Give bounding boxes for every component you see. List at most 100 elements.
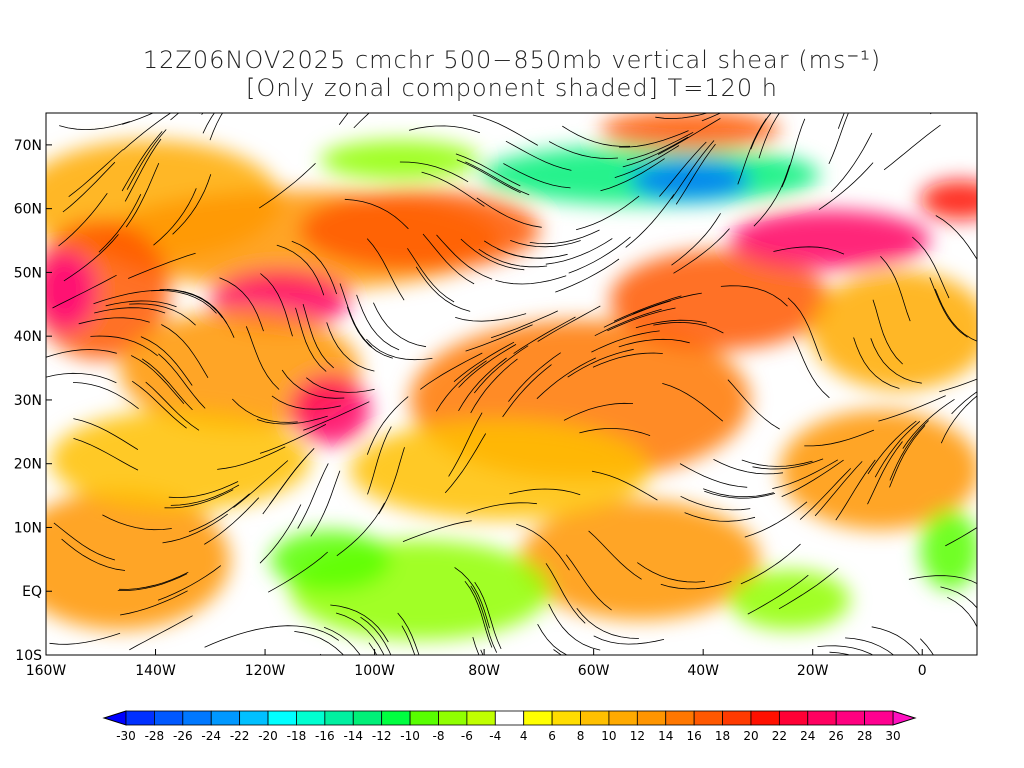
streamline xyxy=(49,632,121,645)
streamline xyxy=(476,197,542,228)
colorbar-swatch xyxy=(210,710,241,726)
colorbar-label: -24 xyxy=(201,729,221,743)
colorbar-label: 12 xyxy=(630,729,645,743)
y-tick-label: 70N xyxy=(14,138,42,154)
streamline xyxy=(131,380,187,429)
streamline xyxy=(529,229,600,245)
streamline xyxy=(458,357,507,412)
streamline xyxy=(701,113,722,122)
streamline xyxy=(874,420,921,478)
streamline xyxy=(632,292,702,315)
streamline xyxy=(720,285,788,307)
colorbar-swatch xyxy=(523,710,553,726)
streamline xyxy=(141,358,193,411)
shading-region xyxy=(920,510,977,590)
colorbar-swatch xyxy=(665,710,695,726)
streamline xyxy=(773,246,845,255)
streamline xyxy=(466,502,537,514)
colorbar-label: -8 xyxy=(432,729,444,743)
streamline xyxy=(657,118,721,155)
streamline xyxy=(339,283,373,348)
streamline xyxy=(373,302,427,348)
streamline xyxy=(420,352,483,390)
colorbar-swatch xyxy=(835,710,865,726)
colorbar-label: 20 xyxy=(743,729,758,743)
colorbar-swatch xyxy=(381,710,411,726)
shading-region xyxy=(350,420,650,520)
streamline xyxy=(102,514,172,531)
streamline xyxy=(829,651,852,655)
title-line-1: 12Z06NOV2025 cmchr 500−850mb vertical sh… xyxy=(142,46,882,74)
streamline xyxy=(129,303,196,326)
streamline xyxy=(258,163,316,209)
colorbar-label: 4 xyxy=(520,729,528,743)
streamline xyxy=(172,174,212,235)
streamline xyxy=(310,470,341,537)
streamline xyxy=(295,307,327,372)
colorbar-swatch xyxy=(438,710,468,726)
streamline xyxy=(338,113,349,125)
streamline xyxy=(613,295,682,322)
streamline xyxy=(622,136,689,168)
streamline xyxy=(548,603,601,651)
streamline xyxy=(164,489,234,509)
colorbar-label: -26 xyxy=(173,729,193,743)
streamline xyxy=(78,317,150,325)
streamline xyxy=(455,153,521,187)
streamline xyxy=(845,637,895,655)
x-tick-label: 120W xyxy=(245,663,286,679)
x-tick-label: 0 xyxy=(918,663,927,679)
y-tick-label: 10S xyxy=(15,648,42,664)
streamline xyxy=(124,138,162,202)
colorbar-swatch xyxy=(125,710,155,726)
colorbar-swatch xyxy=(778,710,809,726)
streamline xyxy=(131,355,185,404)
streamline xyxy=(497,248,568,259)
streamline xyxy=(673,228,730,274)
colorbar-label: -10 xyxy=(400,729,420,743)
x-tick-label: 100W xyxy=(354,663,395,679)
streamline xyxy=(545,238,613,265)
streamline xyxy=(401,625,416,655)
shading-region xyxy=(730,210,930,270)
streamline xyxy=(465,324,533,352)
streamline xyxy=(867,420,917,475)
streamline xyxy=(537,305,601,342)
shading-region xyxy=(300,190,540,270)
streamline xyxy=(259,424,327,454)
streamline xyxy=(814,461,863,517)
streamline xyxy=(157,565,222,601)
streamline xyxy=(98,194,142,253)
streamline xyxy=(306,377,375,393)
streamline xyxy=(232,398,298,423)
streamline xyxy=(930,113,933,115)
colorbar-swatch xyxy=(636,710,667,726)
streamline xyxy=(470,585,498,653)
y-tick-label: 40N xyxy=(14,329,42,345)
streamline xyxy=(367,426,392,495)
streamline xyxy=(456,159,521,194)
streamline xyxy=(870,338,922,384)
shading-region xyxy=(46,250,95,330)
streamline xyxy=(878,395,946,422)
streamline xyxy=(140,336,193,386)
shading-region xyxy=(46,490,230,630)
streamline xyxy=(744,501,808,538)
colorbar-swatch xyxy=(807,710,837,726)
streamline xyxy=(555,258,620,293)
streamline xyxy=(260,273,293,337)
streamline xyxy=(929,277,968,338)
streamline xyxy=(513,316,576,354)
streamline xyxy=(464,580,493,648)
shading-region xyxy=(610,250,830,350)
streamline xyxy=(94,307,166,314)
streamline xyxy=(120,590,188,616)
streamline xyxy=(618,338,690,348)
colorbar-swatch xyxy=(580,710,610,726)
streamline xyxy=(422,233,475,285)
streamline xyxy=(397,612,420,655)
streamline xyxy=(548,141,619,159)
colorbar-swatch xyxy=(551,710,581,726)
streamline xyxy=(188,493,250,533)
streamline xyxy=(453,341,515,383)
